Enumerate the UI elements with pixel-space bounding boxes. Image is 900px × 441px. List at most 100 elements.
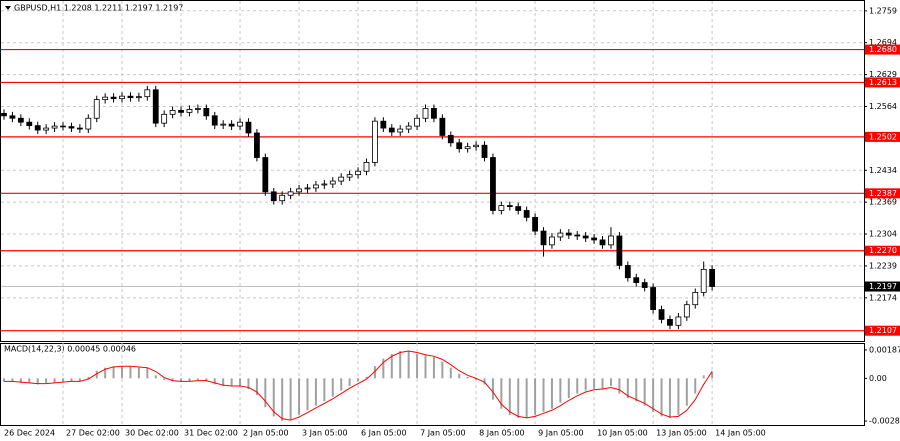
candle-body xyxy=(321,183,328,186)
candle-body xyxy=(540,230,547,246)
macd-frame xyxy=(0,343,865,426)
menu-arrow[interactable] xyxy=(5,6,11,10)
candle-body xyxy=(532,216,538,232)
x-tick-label: 9 Jan 05:00 xyxy=(538,429,584,438)
candle-body xyxy=(675,316,682,326)
candle-body xyxy=(431,108,437,119)
candle-body xyxy=(490,157,496,211)
candle-body xyxy=(119,95,125,100)
level-label: 1.2613 xyxy=(869,78,897,87)
candle-body xyxy=(372,120,378,163)
x-tick-label: 7 Jan 05:00 xyxy=(420,429,466,438)
candle-body xyxy=(515,206,522,211)
candle-body xyxy=(1,112,7,117)
candle-body xyxy=(313,184,319,189)
candle-body xyxy=(68,126,75,129)
candle-body xyxy=(329,180,336,185)
candle-body xyxy=(616,235,623,266)
candle-body xyxy=(203,108,210,117)
y-tick-label: 1.2239 xyxy=(869,261,897,270)
level-label-box xyxy=(865,188,900,199)
candle-body xyxy=(380,120,387,129)
candle-body xyxy=(667,319,673,326)
candle-body xyxy=(338,176,345,182)
candle-body xyxy=(700,268,707,293)
candle-body xyxy=(447,135,454,144)
level-label-box xyxy=(865,77,900,88)
x-tick-label: 13 Jan 05:00 xyxy=(656,429,707,438)
signal-line xyxy=(4,350,713,421)
candle-body xyxy=(481,144,488,158)
candle-body xyxy=(683,304,690,318)
candle-body xyxy=(110,96,117,100)
y-tick-label: 1.2174 xyxy=(869,293,897,302)
level-label-box xyxy=(865,245,900,256)
candle-body xyxy=(17,117,24,123)
candle-body xyxy=(405,125,412,130)
candle-body xyxy=(464,146,471,150)
level-label-box xyxy=(865,44,900,55)
candle-body xyxy=(456,142,463,150)
y-tick-label: 1.2629 xyxy=(869,70,897,79)
level-label: 1.2387 xyxy=(869,189,897,198)
candle-body xyxy=(574,234,581,237)
candle-body xyxy=(93,99,100,119)
y-tick-label: 0.00 xyxy=(869,374,887,383)
candle-body xyxy=(591,237,597,241)
candle-body xyxy=(85,117,92,130)
candle-body xyxy=(633,277,640,284)
candle-body xyxy=(388,127,395,133)
x-tick-label: 26 Dec 2024 xyxy=(4,429,55,438)
candle-body xyxy=(346,174,353,178)
candle-body xyxy=(692,292,699,306)
y-tick-label: 1.2564 xyxy=(869,102,897,111)
candle-body xyxy=(709,268,716,287)
candle-body xyxy=(296,188,302,193)
candle-body xyxy=(60,125,66,128)
candle-body xyxy=(161,113,168,124)
candle-body xyxy=(473,144,479,148)
macd-title: MACD(14,22,3) 0.00045 0.00046 xyxy=(4,345,136,354)
candle-body xyxy=(414,117,420,127)
candle-body xyxy=(186,109,193,113)
candle-body xyxy=(144,89,151,98)
x-tick-label: 31 Dec 02:00 xyxy=(184,429,238,438)
y-tick-label: -0.00281 xyxy=(869,417,900,426)
candle-body xyxy=(220,123,227,126)
candle-body xyxy=(422,108,429,119)
level-label-box xyxy=(865,131,900,142)
candle-body xyxy=(178,110,184,113)
y-tick-label: 0.00187 xyxy=(869,345,900,354)
candle-body xyxy=(506,205,513,207)
candle-body xyxy=(624,265,631,279)
candle-body xyxy=(43,127,50,131)
chart-title: GBPUSD,H1 1.2208 1.2211 1.2197 1.2197 xyxy=(14,4,183,13)
current-price-label: 1.2197 xyxy=(869,282,897,291)
x-tick-label: 14 Jan 05:00 xyxy=(715,429,766,438)
candle-body xyxy=(355,170,361,176)
y-tick-label: 1.2694 xyxy=(869,38,897,47)
candle-body xyxy=(287,191,294,196)
candle-body xyxy=(279,194,286,202)
candle-body xyxy=(363,162,370,172)
candle-body xyxy=(304,187,311,190)
candle-body xyxy=(262,157,269,193)
candle-body xyxy=(211,115,218,126)
candle-body xyxy=(557,232,564,238)
y-tick-label: 1.2304 xyxy=(869,230,897,239)
x-tick-label: 30 Dec 02:00 xyxy=(125,429,179,438)
candle-body xyxy=(102,96,109,101)
candle-body xyxy=(599,239,606,246)
current-price-box xyxy=(865,281,900,292)
candle-body xyxy=(641,282,648,288)
candle-body xyxy=(565,232,572,236)
level-label: 1.2680 xyxy=(869,45,897,54)
level-label: 1.2107 xyxy=(869,326,897,335)
y-tick-label: 1.2434 xyxy=(869,166,897,175)
level-label: 1.2270 xyxy=(869,246,897,255)
price-frame xyxy=(0,0,865,342)
candle-body xyxy=(135,96,142,99)
candle-body xyxy=(51,125,58,129)
level-label: 1.2502 xyxy=(869,132,897,141)
